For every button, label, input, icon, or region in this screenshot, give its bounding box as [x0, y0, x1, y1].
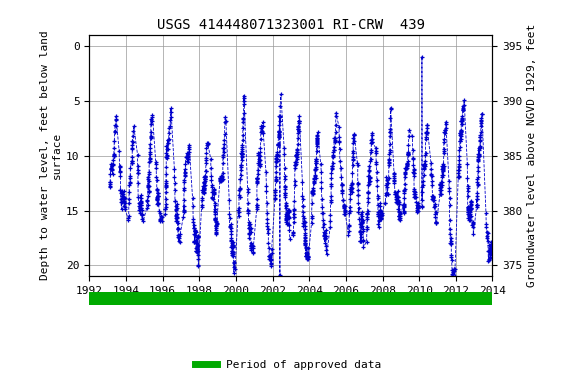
- Title: USGS 414448071323001 RI-CRW  439: USGS 414448071323001 RI-CRW 439: [157, 18, 425, 32]
- Y-axis label: Depth to water level, feet below land
surface: Depth to water level, feet below land su…: [40, 31, 62, 280]
- Y-axis label: Groundwater level above NGVD 1929, feet: Groundwater level above NGVD 1929, feet: [526, 24, 537, 287]
- Legend: Period of approved data: Period of approved data: [191, 356, 385, 375]
